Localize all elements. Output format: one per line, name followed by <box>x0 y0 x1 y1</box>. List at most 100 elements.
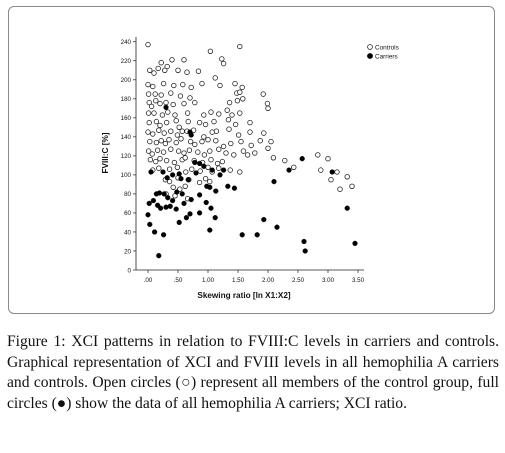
control-point <box>152 91 158 97</box>
control-point <box>162 67 168 73</box>
control-point <box>257 138 263 144</box>
control-point <box>184 69 190 75</box>
control-point <box>209 129 215 135</box>
control-point <box>195 68 202 74</box>
control-point <box>166 166 173 172</box>
control-point <box>158 92 164 98</box>
control-point <box>160 149 167 155</box>
carrier-point <box>261 217 267 223</box>
control-point <box>202 121 209 128</box>
control-point <box>252 150 258 156</box>
control-point <box>153 158 159 165</box>
carrier-point <box>209 167 215 173</box>
control-point <box>161 130 167 136</box>
carrier-point <box>167 203 173 209</box>
control-point <box>212 75 218 81</box>
carrier-point <box>179 191 185 197</box>
control-point <box>237 89 243 95</box>
control-point <box>216 111 222 117</box>
control-point <box>175 67 181 73</box>
carrier-point <box>231 185 238 191</box>
control-point <box>213 128 220 134</box>
control-point <box>147 138 153 145</box>
control-point <box>147 67 153 73</box>
chart-axes <box>133 37 364 273</box>
legend-marker-controls <box>367 44 373 50</box>
control-point <box>171 159 178 166</box>
control-point <box>158 138 164 144</box>
carrier-point <box>213 188 219 194</box>
x-tick-labels: .00 .50 1.00 1.50 2.00 2.50 3.00 3.50 <box>144 277 365 284</box>
control-point <box>232 121 239 128</box>
control-point <box>265 105 271 111</box>
carrier-point <box>164 175 170 181</box>
control-point <box>237 43 243 50</box>
control-point <box>153 98 159 104</box>
control-point <box>213 138 219 144</box>
control-point <box>192 141 198 148</box>
control-point <box>170 184 176 190</box>
control-point <box>158 60 164 66</box>
control-point <box>195 149 201 155</box>
carrier-point <box>207 184 213 190</box>
carrier-point <box>150 198 157 204</box>
control-point <box>170 101 176 108</box>
control-point <box>214 160 221 167</box>
y-tick-label: 160 <box>121 115 132 122</box>
carrier-point <box>197 192 203 198</box>
carrier-point <box>352 240 358 247</box>
x-tick-label: 1.00 <box>202 277 215 284</box>
carrier-point <box>165 195 171 201</box>
control-point <box>181 150 187 156</box>
control-point <box>147 157 154 163</box>
carrier-point <box>254 232 260 238</box>
control-point <box>154 147 161 153</box>
caption-text: XCI patterns in relation to FVIII:C leve… <box>7 333 499 412</box>
carrier-point <box>192 159 198 166</box>
control-point <box>150 83 156 90</box>
data-points <box>145 41 358 259</box>
y-tick-label: 60 <box>124 210 131 217</box>
carrier-point <box>174 189 180 195</box>
control-point <box>168 128 174 134</box>
carrier-point <box>148 169 154 175</box>
control-point <box>291 164 297 170</box>
control-point <box>216 165 222 171</box>
control-point <box>211 118 217 125</box>
x-tick-label: .50 <box>174 277 183 284</box>
control-point <box>145 81 151 88</box>
legend-marker-carriers <box>367 53 373 59</box>
control-point <box>165 109 171 115</box>
control-point <box>145 91 152 97</box>
carrier-point <box>170 172 176 178</box>
control-point <box>223 150 229 156</box>
control-point <box>173 118 179 124</box>
carrier-point <box>301 238 307 245</box>
control-point <box>235 132 242 138</box>
carrier-point <box>161 232 167 238</box>
carrier-point <box>185 177 191 183</box>
control-point <box>334 169 340 175</box>
carrier-point <box>176 219 182 226</box>
x-tick-label: .00 <box>144 277 153 284</box>
control-point <box>149 151 155 157</box>
carrier-point <box>178 176 184 182</box>
carrier-point <box>221 167 227 173</box>
carrier-point <box>183 215 190 221</box>
y-tick-label: 40 <box>124 229 131 236</box>
control-point <box>168 146 174 152</box>
control-point <box>180 81 186 88</box>
control-point <box>176 124 182 130</box>
legend: Controls Carriers <box>367 44 399 60</box>
x-tick-label: 3.50 <box>352 277 365 284</box>
legend-label: Controls <box>375 44 399 51</box>
control-point <box>163 157 170 164</box>
control-point <box>220 60 227 67</box>
control-point <box>182 155 188 161</box>
carrier-point <box>181 200 187 207</box>
y-tick-label: 180 <box>121 96 132 103</box>
control-point <box>153 118 160 125</box>
control-point <box>268 138 274 145</box>
y-tick-label: 80 <box>124 191 131 198</box>
control-point <box>185 118 191 125</box>
